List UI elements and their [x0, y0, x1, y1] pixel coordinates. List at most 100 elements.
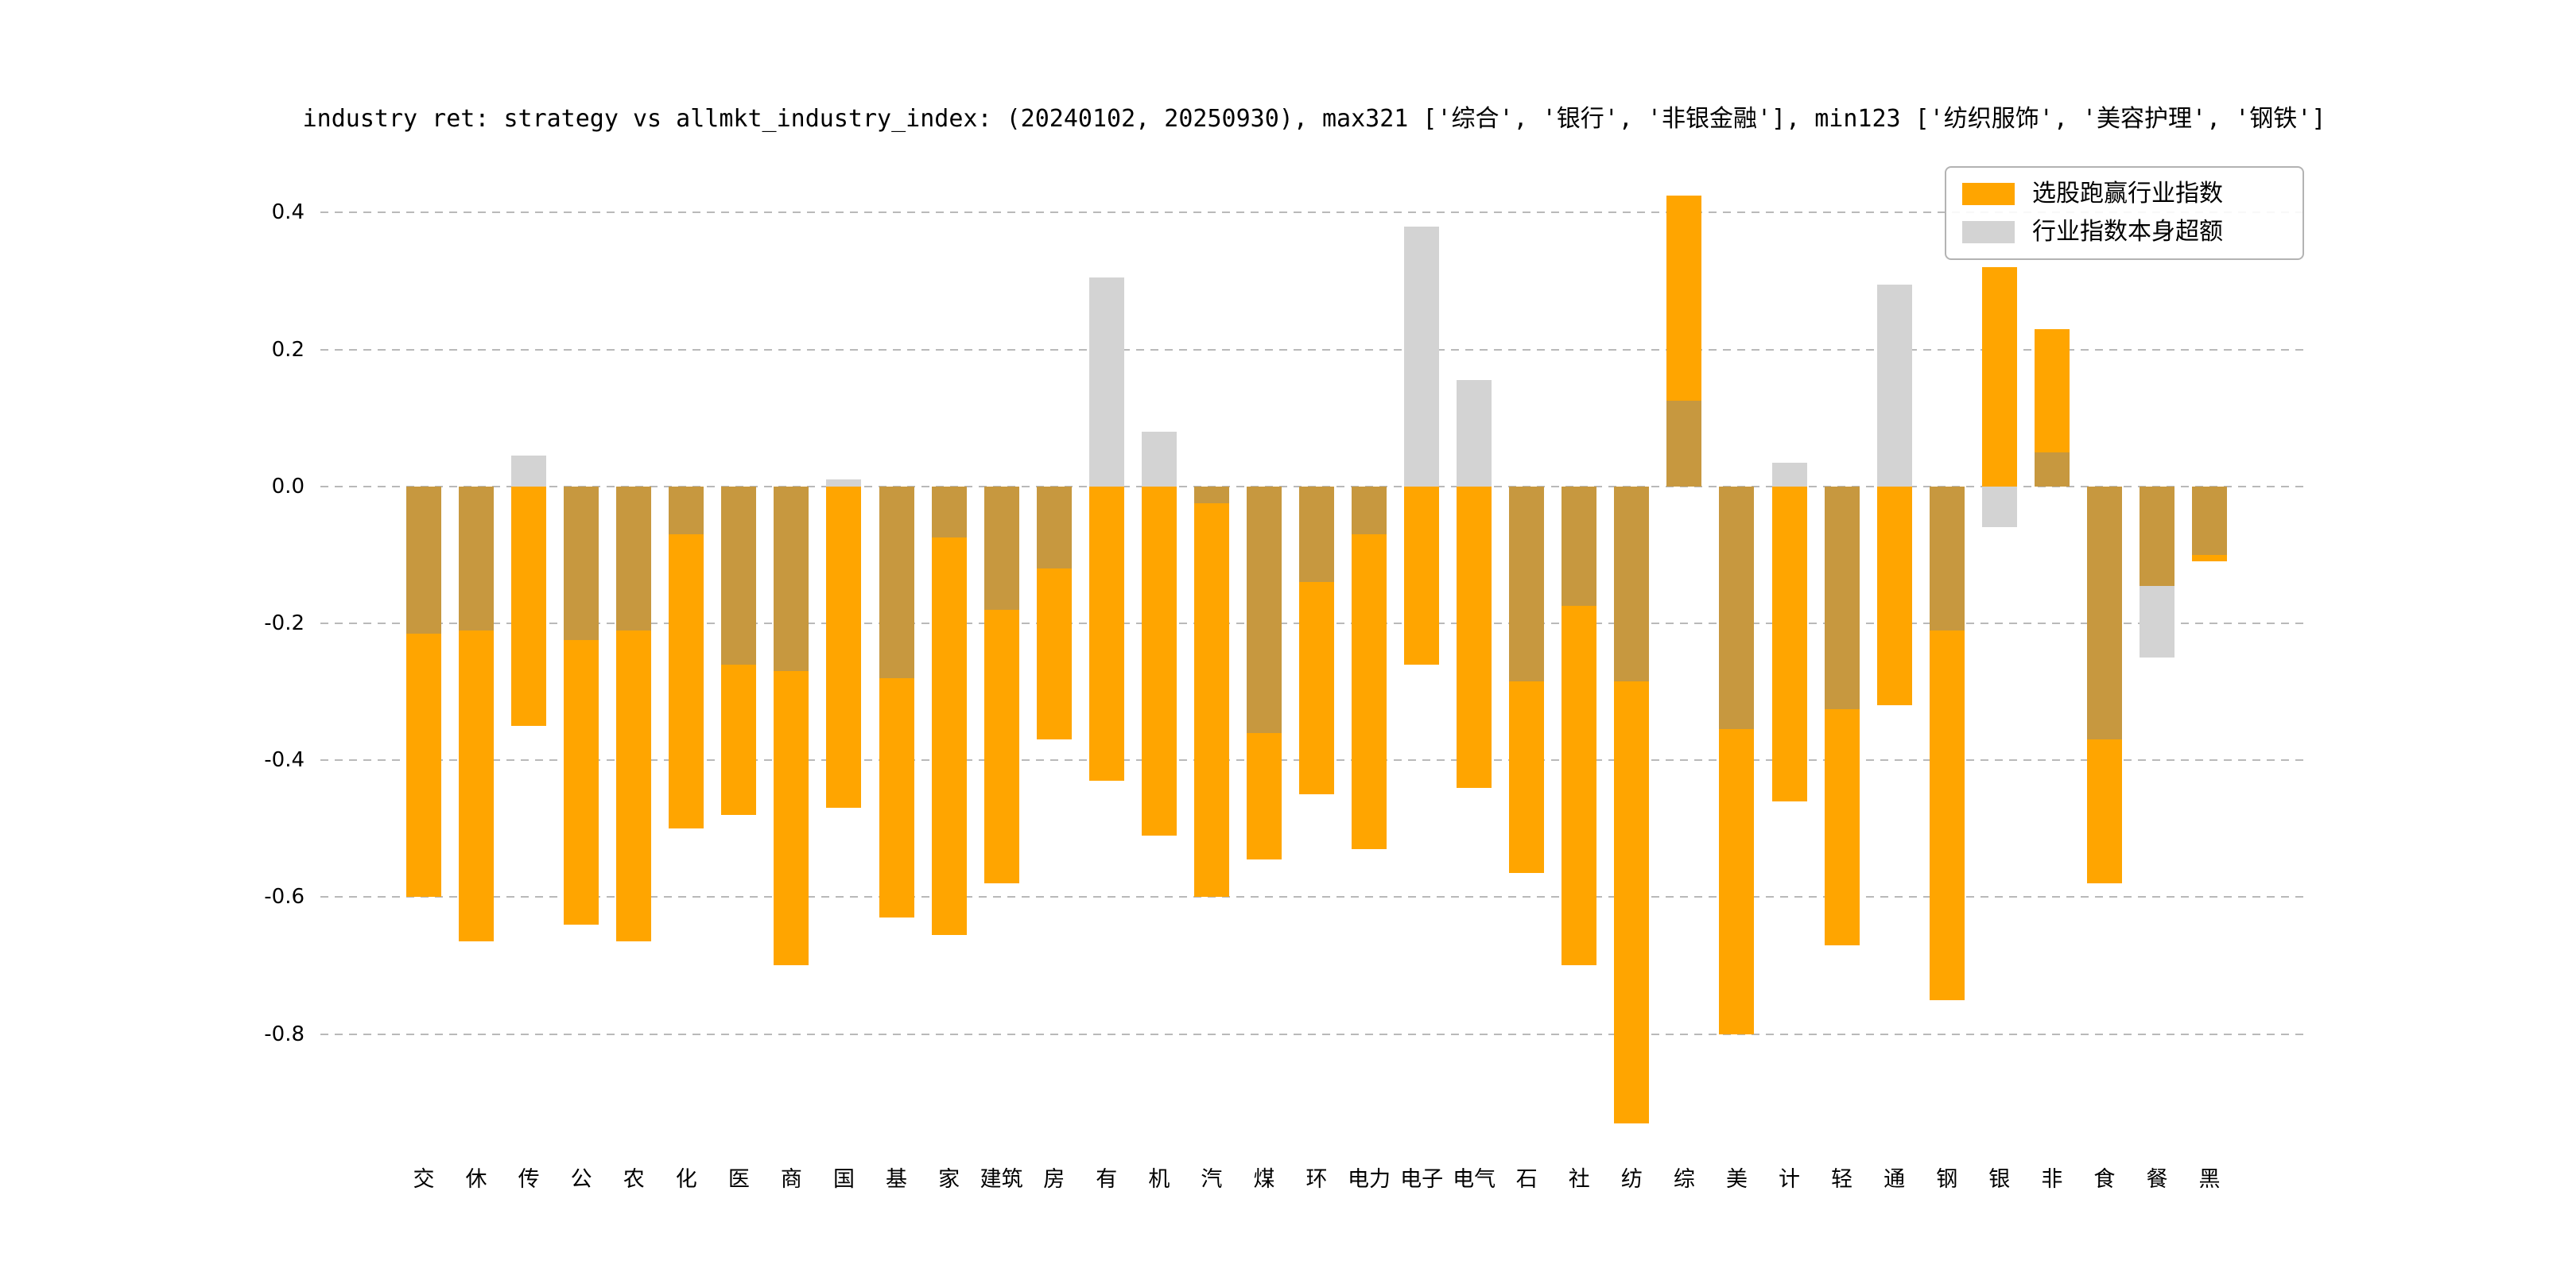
bar-strategy	[1509, 681, 1545, 874]
legend: 选股跑赢行业指数 行业指数本身超额	[1945, 166, 2304, 260]
x-tick-label: 通	[1884, 1167, 1906, 1192]
x-tick-label: 传	[518, 1167, 540, 1192]
x-tick-label: 建筑	[980, 1167, 1023, 1192]
bar-strategy	[1876, 486, 1912, 706]
bar-strategy	[1719, 729, 1755, 1034]
bar-overlap	[1352, 486, 1387, 534]
bar-index	[2139, 585, 2174, 658]
y-tick-label: -0.8	[264, 1022, 305, 1046]
bar-strategy	[1299, 582, 1334, 795]
y-tick-label: -0.6	[264, 885, 305, 910]
x-tick-label: 纺	[1620, 1167, 1643, 1192]
x-tick-label: 房	[1043, 1167, 1065, 1192]
y-tick-label: 0.0	[271, 474, 305, 499]
bar-strategy	[2034, 328, 2070, 452]
legend-swatch-strategy	[1962, 183, 2015, 205]
bar-strategy	[1457, 486, 1492, 788]
x-tick-label: 社	[1568, 1167, 1590, 1192]
x-tick-label: 基	[886, 1167, 908, 1192]
x-tick-label: 电气	[1453, 1167, 1496, 1192]
x-tick-label: 农	[623, 1167, 645, 1192]
bar-overlap	[1509, 486, 1545, 682]
bar-overlap	[1246, 486, 1282, 733]
x-tick-label: 轻	[1831, 1167, 1853, 1192]
x-tick-label: 煤	[1253, 1167, 1275, 1192]
bar-strategy	[774, 671, 809, 966]
bar-strategy	[1666, 195, 1702, 402]
bar-index	[826, 479, 862, 487]
x-tick-label: 电子	[1400, 1167, 1444, 1192]
bar-strategy	[511, 486, 547, 727]
x-tick-label: 机	[1148, 1167, 1170, 1192]
bar-strategy	[616, 630, 652, 942]
bar-overlap	[406, 486, 441, 634]
bar-index	[1141, 431, 1177, 487]
chart-title: industry ret: strategy vs allmkt_industr…	[302, 105, 2326, 133]
x-tick-label: 非	[2041, 1167, 2063, 1192]
x-tick-label: 交	[413, 1167, 435, 1192]
gridline	[320, 211, 2308, 214]
bar-strategy	[879, 677, 914, 918]
x-tick-label: 化	[675, 1167, 697, 1192]
x-tick-label: 有	[1096, 1167, 1118, 1192]
x-tick-label: 汽	[1201, 1167, 1223, 1192]
bar-overlap	[669, 486, 704, 534]
gridline	[320, 1033, 2308, 1035]
gridline	[320, 348, 2308, 351]
x-tick-label: 国	[832, 1167, 855, 1192]
bar-strategy	[826, 486, 862, 809]
bar-strategy	[459, 630, 495, 942]
plot-area: 0.4 0.2 0.0 -0.2 -0.4 -0.6 -0.8 交 休 传 公 农 化 医 商 国 基 家建筑房 有…	[264, 165, 2308, 1192]
bar-strategy	[1824, 708, 1860, 945]
x-tick-label: 石	[1515, 1167, 1538, 1192]
bar-overlap	[721, 486, 757, 665]
bar-strategy	[1088, 486, 1124, 781]
x-tick-label: 计	[1779, 1167, 1801, 1192]
y-tick-label: -0.2	[264, 611, 305, 635]
bar-index	[1457, 380, 1492, 487]
x-tick-label: 餐	[2146, 1167, 2168, 1192]
bar-strategy	[1246, 732, 1282, 860]
bar-overlap	[1929, 486, 1965, 630]
y-tick-label: -0.4	[264, 748, 305, 773]
bar-strategy	[2192, 554, 2227, 562]
legend-swatch-index	[1962, 221, 2015, 243]
bar-strategy	[1036, 568, 1072, 740]
bar-strategy	[2086, 739, 2122, 884]
y-tick-label: 0.4	[271, 200, 305, 225]
x-tick-label: 休	[465, 1167, 487, 1192]
y-tick-label: 0.2	[271, 337, 305, 362]
bar-strategy	[721, 664, 757, 816]
bar-overlap	[2192, 486, 2227, 555]
bar-index	[1876, 284, 1912, 487]
bar-strategy	[1562, 606, 1597, 966]
bar-strategy	[1141, 486, 1177, 836]
bar-overlap	[1036, 486, 1072, 569]
bar-overlap	[616, 486, 652, 630]
bar-overlap	[983, 486, 1019, 610]
bar-strategy	[1929, 630, 1965, 1000]
bar-overlap	[1299, 486, 1334, 583]
x-tick-label: 电力	[1348, 1167, 1391, 1192]
bar-index	[1771, 462, 1807, 487]
bar-overlap	[1614, 486, 1650, 682]
x-tick-label: 医	[727, 1167, 750, 1192]
x-tick-label: 商	[780, 1167, 802, 1192]
bar-overlap	[564, 486, 599, 641]
bar-strategy	[1771, 486, 1807, 801]
bar-strategy	[564, 640, 599, 925]
bar-strategy	[931, 537, 967, 935]
bar-strategy	[983, 609, 1019, 884]
bar-overlap	[1666, 401, 1702, 487]
bar-strategy	[1193, 503, 1229, 898]
x-tick-label: 公	[570, 1167, 592, 1192]
bar-overlap	[2139, 486, 2174, 586]
gridline	[320, 896, 2308, 898]
bar-overlap	[931, 486, 967, 538]
bar-overlap	[459, 486, 495, 630]
legend-label-strategy: 选股跑赢行业指数	[2032, 180, 2223, 208]
x-tick-label: 环	[1305, 1167, 1328, 1192]
x-tick-label: 美	[1725, 1167, 1748, 1192]
x-tick-label: 食	[2093, 1167, 2116, 1192]
bar-overlap	[1562, 486, 1597, 607]
